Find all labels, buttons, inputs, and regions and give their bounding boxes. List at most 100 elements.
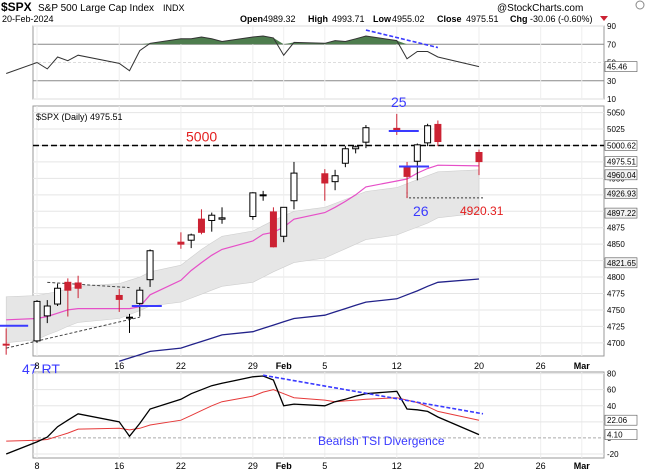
- label-26: 26: [413, 203, 429, 219]
- tsi-tick-labels: 806040200-20: [607, 370, 619, 459]
- rsi-tick-label: 90: [607, 22, 616, 31]
- chart-date: 20-Feb-2024: [2, 14, 54, 24]
- tsi-tick-label: 60: [607, 386, 616, 395]
- rsi-current-value-box: [604, 61, 638, 72]
- price-tick-label: 4750: [607, 306, 625, 315]
- candle-up: [43, 305, 51, 317]
- candle-up: [290, 172, 298, 202]
- candle-up: [136, 289, 144, 304]
- short-moving-average: [6, 164, 480, 321]
- candle-up: [362, 127, 370, 143]
- tsi-date-axis: 8 16 22 29 Feb 5 12 20 26 Mar: [34, 461, 590, 471]
- envelope-band: [5, 169, 480, 344]
- tsi-tick-label: 80: [607, 370, 616, 379]
- ohlc-summary: Open 4989.32 High 4993.71 Low 4955.02 Cl…: [240, 14, 608, 24]
- rsi-current-value: 45.46: [607, 63, 628, 72]
- candle-up: [54, 287, 62, 305]
- price-tick-label: 4775: [607, 290, 625, 299]
- rsi-overbought-fill: [6, 36, 479, 45]
- date-tick-label: 12: [392, 461, 402, 471]
- date-tick-label: 16: [114, 361, 124, 371]
- price-legend: $SPX (Daily) 4975.51: [36, 112, 123, 122]
- date-tick-label: 12: [392, 361, 402, 371]
- low-value-label: 4920.31: [460, 204, 504, 218]
- rsi-gridlines: [33, 25, 604, 100]
- candle-down: [269, 211, 277, 248]
- tsi-line: [5, 375, 480, 455]
- candle-up: [218, 217, 226, 220]
- candlesticks: [2, 113, 483, 355]
- price-panel: [32, 105, 605, 357]
- date-tick-label: 5: [322, 461, 327, 471]
- candle-down: [197, 218, 205, 233]
- tsi-tick-label: 40: [607, 402, 616, 411]
- date-tick-label: 8: [34, 361, 39, 371]
- symbol-label: $SPX: [1, 0, 32, 14]
- open-value: 4989.32: [263, 14, 296, 24]
- candle-down: [403, 166, 411, 177]
- date-tick-label: Mar: [574, 461, 591, 471]
- date-tick-label: 29: [248, 461, 258, 471]
- price-value-tag-box: [604, 140, 638, 151]
- price-value-tag: 4975.51: [607, 158, 636, 167]
- candle-up: [280, 206, 288, 237]
- date-tick-label: 20: [474, 461, 484, 471]
- price-value-tag: 4960.04: [607, 171, 636, 180]
- date-tick-label: 26: [536, 461, 546, 471]
- price-value-tags: 5000.62 4975.51 4960.04 4926.93 4897.22 4821.…: [604, 140, 638, 269]
- tsi-value-tags: 22.06 4.10: [604, 414, 638, 440]
- long-moving-average: [119, 278, 480, 362]
- tsi-value-tag: 22.06: [607, 416, 628, 425]
- rsi-line: [6, 35, 480, 74]
- high-label: High: [308, 14, 328, 24]
- price-value-tag: 4897.22: [607, 209, 636, 218]
- price-value-tag: 5000.62: [607, 142, 636, 151]
- change-value: -30.06 (-0.60%): [530, 14, 593, 24]
- date-tick-label: Feb: [276, 461, 293, 471]
- candle-down: [177, 241, 185, 245]
- date-tick-label: Feb: [276, 361, 293, 371]
- candle-up: [126, 316, 134, 319]
- price-value-tag: 4821.65: [607, 259, 636, 268]
- tsi-tick-label: -20: [607, 450, 619, 459]
- exchange-label: INDX: [163, 3, 185, 13]
- tsi-divergence-line: [263, 374, 484, 415]
- close-label: Close: [437, 14, 462, 24]
- label-25: 25: [391, 94, 407, 110]
- price-tick-label: 4725: [607, 322, 625, 331]
- tsi-annotation: Bearish TSI Divergence: [318, 434, 445, 448]
- low-label: Low: [373, 14, 392, 24]
- price-value-tag-box: [604, 257, 638, 269]
- tsi-value-tag-box: [604, 429, 638, 440]
- date-tick-label: 8: [34, 461, 39, 471]
- candle-up: [187, 234, 195, 241]
- tsi-panel: [32, 371, 605, 459]
- tsi-value-tag-box: [604, 414, 638, 426]
- price-value-tag: 4926.93: [607, 190, 636, 199]
- candle-up: [146, 250, 154, 281]
- date-tick-label: Mar: [574, 361, 591, 371]
- close-icon[interactable]: [635, 0, 645, 10]
- candle-down: [2, 343, 10, 346]
- price-value-tag-box: [604, 207, 638, 219]
- date-tick-label: 26: [536, 361, 546, 371]
- date-tick-label: 20: [474, 361, 484, 371]
- price-value-tag-box: [604, 156, 638, 167]
- price-tick-label: 5050: [607, 109, 625, 118]
- triangle-trendline: [47, 281, 130, 289]
- candle-down: [321, 173, 329, 184]
- level-5000-label: 5000: [186, 128, 217, 144]
- high-value: 4993.71: [332, 14, 365, 24]
- date-tick-label: 16: [114, 461, 124, 471]
- candle-up: [424, 125, 432, 144]
- candle-up: [331, 175, 339, 183]
- rsi-tick-label: 70: [607, 40, 616, 49]
- date-tick-label: 22: [176, 361, 186, 371]
- open-label: Open: [240, 14, 263, 24]
- candle-down: [115, 294, 123, 300]
- price-tick-label: 4700: [607, 339, 625, 348]
- candle-up: [259, 194, 267, 197]
- rsi-divergence-line: [365, 29, 439, 49]
- change-label: Chg: [510, 14, 528, 24]
